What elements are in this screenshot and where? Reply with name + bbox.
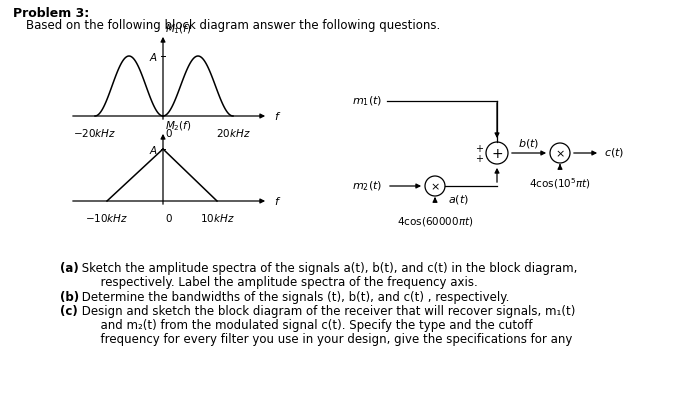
Text: $-10kHz$: $-10kHz$ (85, 211, 129, 223)
Text: $20kHz$: $20kHz$ (216, 127, 251, 139)
Text: $10kHz$: $10kHz$ (199, 211, 234, 223)
Text: $A$: $A$ (149, 51, 158, 63)
Text: and m₂(t) from the modulated signal c(t). Specify the type and the cutoff: and m₂(t) from the modulated signal c(t)… (78, 318, 533, 331)
Text: $a(t)$: $a(t)$ (448, 192, 469, 205)
Text: $m_2(t)$: $m_2(t)$ (352, 179, 382, 192)
Text: Sketch the amplitude spectra of the signals a(t), b(t), and c(t) in the block di: Sketch the amplitude spectra of the sign… (78, 261, 578, 274)
Text: $4\cos(10^5\pi t)$: $4\cos(10^5\pi t)$ (529, 176, 591, 190)
Text: (a): (a) (60, 261, 78, 274)
Text: +: + (475, 144, 483, 154)
Text: $c(t)$: $c(t)$ (604, 146, 624, 159)
Text: $0$: $0$ (165, 127, 173, 139)
Text: $A$: $A$ (149, 144, 158, 156)
Text: respectively. Label the amplitude spectra of the frequency axis.: respectively. Label the amplitude spectr… (78, 275, 477, 288)
Text: (c): (c) (60, 304, 78, 317)
Text: $m_1(t)$: $m_1(t)$ (352, 94, 382, 107)
Text: $b(t)$: $b(t)$ (519, 137, 540, 150)
Text: $0$: $0$ (165, 211, 173, 223)
Text: Determine the bandwidths of the signals (t), b(t), and c(t) , respectively.: Determine the bandwidths of the signals … (78, 290, 510, 303)
Text: $M_1(f)$: $M_1(f)$ (165, 22, 192, 36)
Text: $\times$: $\times$ (555, 148, 565, 159)
Text: +: + (491, 147, 503, 160)
Text: $\times$: $\times$ (430, 181, 440, 192)
Text: frequency for every filter you use in your design, give the specifications for a: frequency for every filter you use in yo… (78, 332, 573, 345)
Text: $f$: $f$ (274, 194, 281, 207)
Text: $-20kHz$: $-20kHz$ (74, 127, 117, 139)
Text: Design and sketch the block diagram of the receiver that will recover signals, m: Design and sketch the block diagram of t… (78, 304, 575, 317)
Text: Problem 3:: Problem 3: (13, 7, 90, 20)
Text: $4\cos(60000\pi t)$: $4\cos(60000\pi t)$ (397, 215, 473, 227)
Text: (b): (b) (60, 290, 79, 303)
Text: +: + (475, 154, 483, 164)
Text: $f$: $f$ (274, 110, 281, 122)
Text: $M_2(f)$: $M_2(f)$ (165, 119, 192, 132)
Text: Based on the following block diagram answer the following questions.: Based on the following block diagram ans… (26, 19, 440, 32)
